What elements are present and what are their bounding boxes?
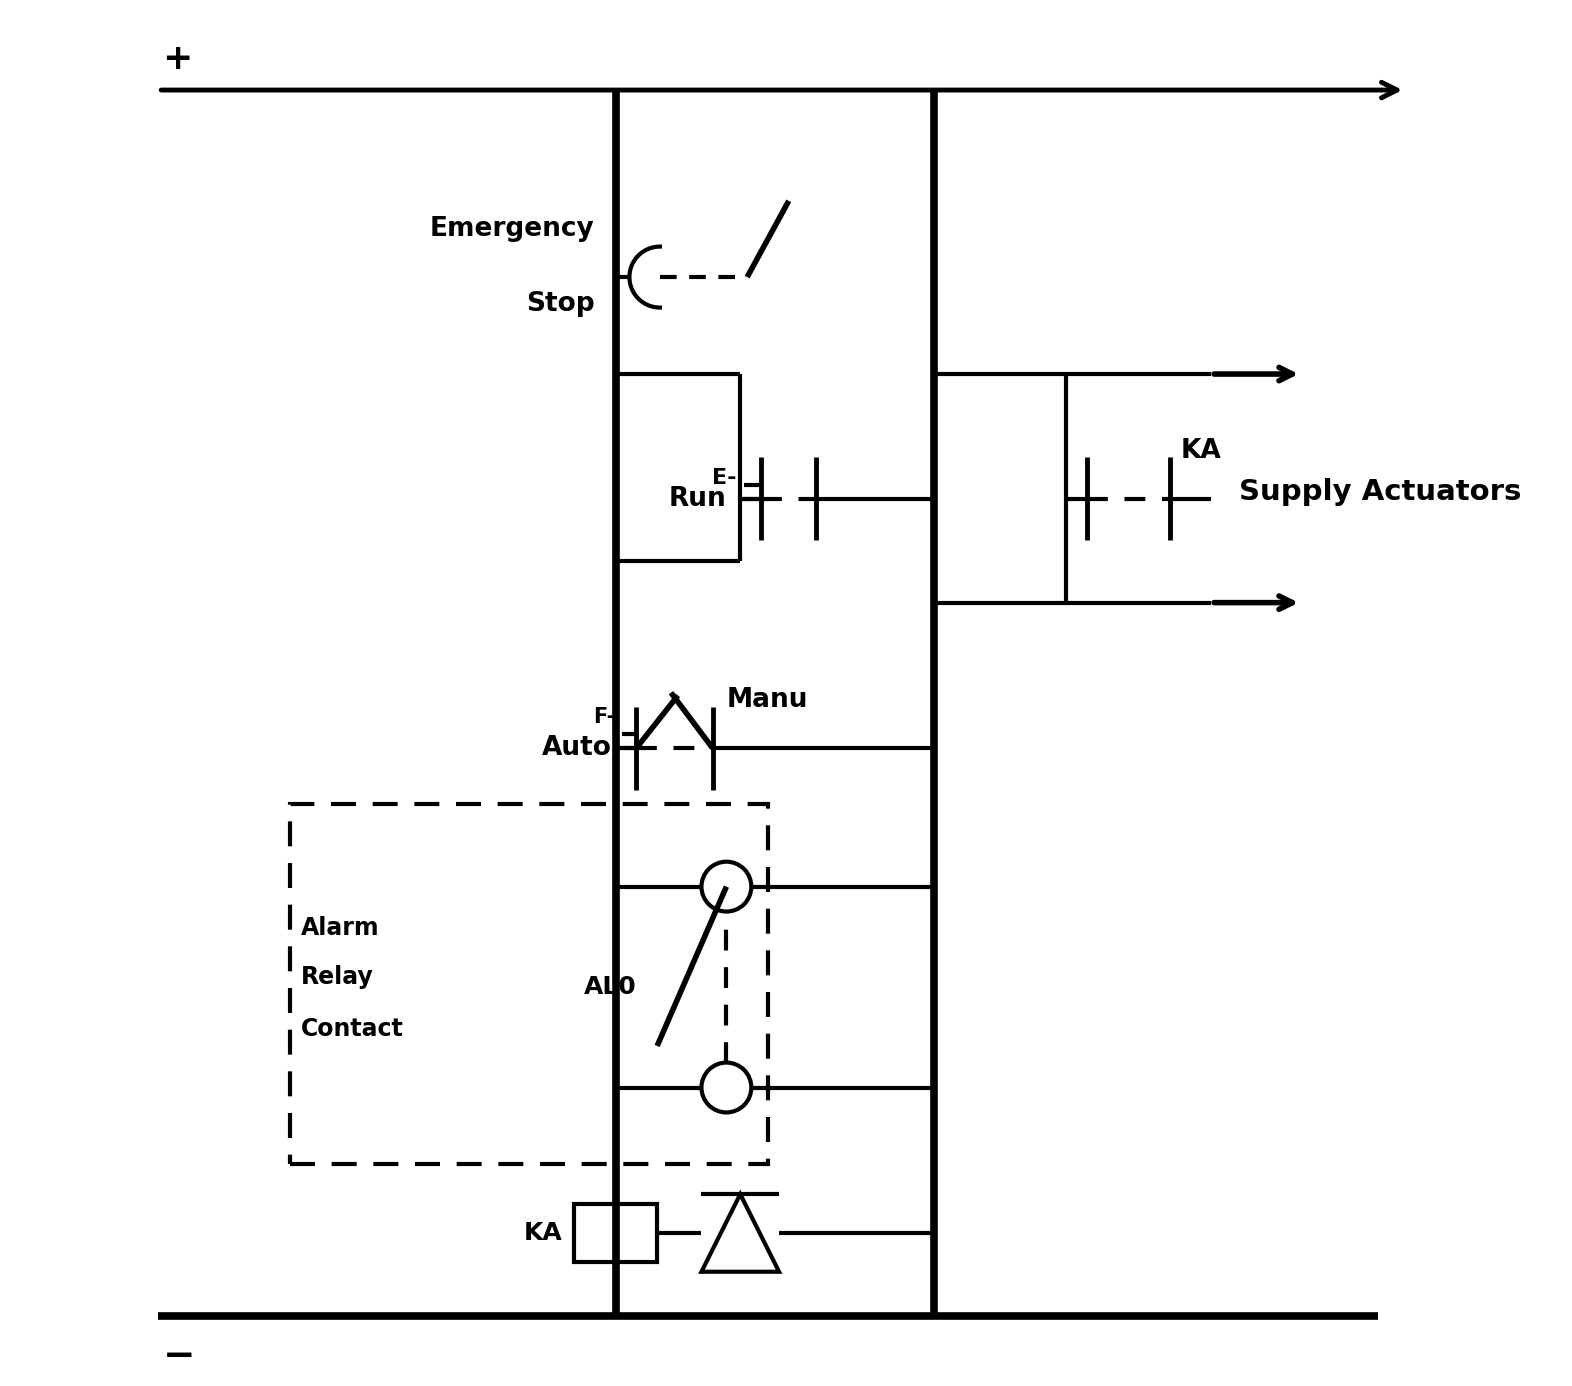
Text: Emergency: Emergency	[431, 216, 594, 243]
Bar	[574, 1204, 657, 1263]
Text: −: −	[162, 1337, 195, 1375]
Text: Contact: Contact	[302, 1017, 404, 1041]
Text: Manu: Manu	[726, 687, 808, 714]
Text: E-: E-	[712, 467, 736, 488]
Text: KA: KA	[1181, 438, 1221, 464]
Text: Stop: Stop	[527, 291, 594, 317]
Text: F-: F-	[593, 707, 616, 728]
Text: +: +	[162, 42, 193, 76]
Text: Relay: Relay	[302, 965, 374, 988]
Text: Alarm: Alarm	[302, 916, 380, 940]
Text: Auto: Auto	[541, 735, 612, 761]
Text: AL0: AL0	[583, 976, 637, 999]
Text: KA: KA	[523, 1221, 563, 1245]
Text: Supply Actuators: Supply Actuators	[1239, 478, 1522, 506]
Text: Run: Run	[668, 485, 726, 511]
